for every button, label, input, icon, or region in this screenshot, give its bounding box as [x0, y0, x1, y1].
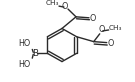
- Text: O: O: [90, 14, 96, 23]
- Text: O: O: [108, 39, 114, 48]
- Text: CH₃: CH₃: [45, 0, 59, 6]
- Text: O: O: [99, 25, 105, 34]
- Text: B: B: [32, 49, 38, 58]
- Text: HO: HO: [18, 60, 30, 68]
- Text: CH₃: CH₃: [109, 25, 122, 31]
- Text: O: O: [62, 2, 68, 11]
- Text: HO: HO: [18, 39, 30, 48]
